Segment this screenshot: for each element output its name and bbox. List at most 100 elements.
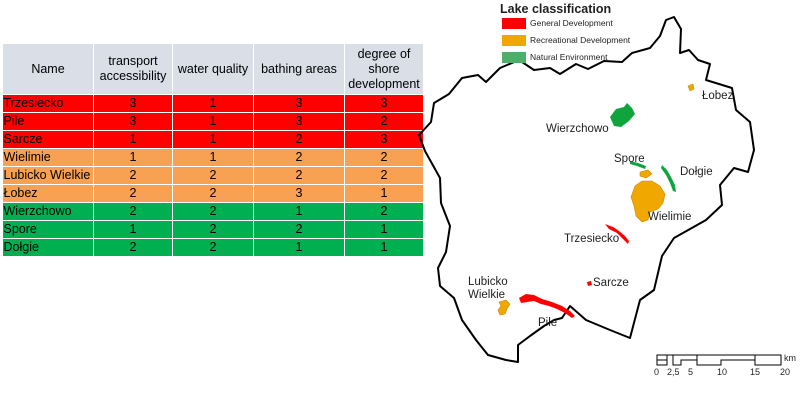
shore-development-cell: 2 bbox=[344, 112, 424, 131]
lake-sarcze bbox=[587, 281, 592, 286]
table-row: Lubicko Wielkie 2 2 2 2 bbox=[2, 166, 424, 185]
label-spore: Spore bbox=[614, 153, 645, 165]
label-sarcze: Sarcze bbox=[593, 277, 629, 289]
table-header-row: Name transport accessibility water quali… bbox=[2, 43, 424, 95]
scale-tick-15: 15 bbox=[750, 367, 760, 377]
transport-accessibility-cell: 3 bbox=[93, 94, 173, 113]
bathing-areas-cell: 1 bbox=[253, 202, 345, 221]
shore-development-cell: 2 bbox=[344, 148, 424, 167]
lake-name-cell: Pile bbox=[2, 112, 94, 131]
lake-name-cell: Dołgie bbox=[2, 238, 94, 257]
water-quality-cell: 2 bbox=[172, 220, 254, 239]
water-quality-cell: 1 bbox=[172, 148, 254, 167]
lake-name-cell: Wierzchowo bbox=[2, 202, 94, 221]
bathing-areas-cell: 2 bbox=[253, 130, 345, 149]
transport-accessibility-cell: 2 bbox=[93, 202, 173, 221]
table-row: Wierzchowo 2 2 1 2 bbox=[2, 202, 424, 221]
transport-accessibility-cell: 2 bbox=[93, 166, 173, 185]
legend-label-natural: Natural Environment bbox=[530, 52, 608, 62]
legend-swatch-natural bbox=[502, 52, 526, 63]
water-quality-cell: 1 bbox=[172, 112, 254, 131]
map-legend: Lake classification General Development … bbox=[500, 2, 631, 63]
legend-title: Lake classification bbox=[500, 2, 611, 16]
bathing-areas-cell: 3 bbox=[253, 184, 345, 203]
bathing-areas-cell: 1 bbox=[253, 238, 345, 257]
label-wierzchowo: Wierzchowo bbox=[546, 123, 609, 135]
label-dolgie: Dołgie bbox=[680, 166, 713, 178]
table-row: Pile 3 1 3 2 bbox=[2, 112, 424, 131]
lake-criteria-table: Name transport accessibility water quali… bbox=[2, 43, 424, 257]
scale-bar: km 0 2,5 5 10 15 20 bbox=[654, 353, 796, 377]
header-shore-development: degree of shore development bbox=[344, 43, 424, 95]
lake-pile bbox=[519, 294, 575, 318]
transport-accessibility-cell: 1 bbox=[93, 130, 173, 149]
lake-trzesiecko bbox=[605, 224, 629, 244]
lake-spore bbox=[630, 161, 646, 169]
scale-tick-2-5: 2,5 bbox=[667, 367, 680, 377]
label-wielimie: Wielimie bbox=[648, 211, 691, 223]
table-row: Łobez 2 2 3 1 bbox=[2, 184, 424, 203]
legend-swatch-recreational bbox=[502, 35, 526, 46]
shore-development-cell: 1 bbox=[344, 220, 424, 239]
scale-tick-10: 10 bbox=[717, 367, 727, 377]
lake-name-cell: Spore bbox=[2, 220, 94, 239]
table-row: Wielimie 1 1 2 2 bbox=[2, 148, 424, 167]
lake-wielimie-north bbox=[639, 169, 653, 179]
transport-accessibility-cell: 1 bbox=[93, 148, 173, 167]
scale-bar-line bbox=[656, 354, 782, 366]
bathing-areas-cell: 2 bbox=[253, 166, 345, 185]
lake-name-cell: Trzesiecko bbox=[2, 94, 94, 113]
table-body: Trzesiecko 3 1 3 3 Pile 3 1 3 2 Sarcze 1 1 2 3 Wielimie… bbox=[2, 94, 424, 257]
bathing-areas-cell: 3 bbox=[253, 94, 345, 113]
transport-accessibility-cell: 3 bbox=[93, 112, 173, 131]
lake-name-cell: Łobez bbox=[2, 184, 94, 203]
water-quality-cell: 2 bbox=[172, 202, 254, 221]
lake-classification-map: Łobez Wierzchowo Spore Dołgie Wielimie T… bbox=[418, 2, 796, 377]
district-boundary bbox=[418, 16, 755, 363]
label-lubicko-line1: Lubicko bbox=[468, 276, 508, 288]
legend-swatch-general bbox=[502, 18, 526, 29]
shore-development-cell: 2 bbox=[344, 202, 424, 221]
legend-label-recreational: Recreational Development bbox=[530, 35, 631, 45]
shore-development-cell: 3 bbox=[344, 94, 424, 113]
lake-name-cell: Lubicko Wielkie bbox=[2, 166, 94, 185]
bathing-areas-cell: 2 bbox=[253, 220, 345, 239]
water-quality-cell: 2 bbox=[172, 238, 254, 257]
scale-tick-5: 5 bbox=[688, 367, 693, 377]
lake-wielimie bbox=[630, 180, 666, 223]
label-lubicko-line2: Wielkie bbox=[468, 289, 505, 301]
lake-criteria-table-wrap: Name transport accessibility water quali… bbox=[2, 43, 424, 257]
shore-development-cell: 1 bbox=[344, 238, 424, 257]
water-quality-cell: 1 bbox=[172, 94, 254, 113]
water-quality-cell: 2 bbox=[172, 166, 254, 185]
table-row: Sarcze 1 1 2 3 bbox=[2, 130, 424, 149]
lake-name-cell: Sarcze bbox=[2, 130, 94, 149]
shore-development-cell: 3 bbox=[344, 130, 424, 149]
transport-accessibility-cell: 1 bbox=[93, 220, 173, 239]
label-lobez: Łobez bbox=[702, 90, 734, 102]
header-transport-accessibility: transport accessibility bbox=[93, 43, 173, 95]
table-header: Name transport accessibility water quali… bbox=[2, 43, 424, 95]
lake-lubicko-wielkie bbox=[497, 299, 511, 316]
table-row: Trzesiecko 3 1 3 3 bbox=[2, 94, 424, 113]
water-quality-cell: 1 bbox=[172, 130, 254, 149]
header-name: Name bbox=[2, 43, 94, 95]
shore-development-cell: 2 bbox=[344, 166, 424, 185]
transport-accessibility-cell: 2 bbox=[93, 184, 173, 203]
water-quality-cell: 2 bbox=[172, 184, 254, 203]
label-pile: Pile bbox=[538, 317, 557, 329]
lake-name-cell: Wielimie bbox=[2, 148, 94, 167]
transport-accessibility-cell: 2 bbox=[93, 238, 173, 257]
table-row: Spore 1 2 2 1 bbox=[2, 220, 424, 239]
bathing-areas-cell: 3 bbox=[253, 112, 345, 131]
label-trzesiecko: Trzesiecko bbox=[564, 233, 619, 245]
header-bathing-areas: bathing areas bbox=[253, 43, 345, 95]
scale-tick-0: 0 bbox=[654, 367, 659, 377]
table-row: Dołgie 2 2 1 1 bbox=[2, 238, 424, 257]
lake-wierzchowo bbox=[610, 103, 635, 127]
header-water-quality: water quality bbox=[172, 43, 254, 95]
scale-tick-20: 20 bbox=[780, 367, 790, 377]
lake-lobez bbox=[687, 83, 695, 92]
legend-label-general: General Development bbox=[530, 18, 613, 28]
bathing-areas-cell: 2 bbox=[253, 148, 345, 167]
